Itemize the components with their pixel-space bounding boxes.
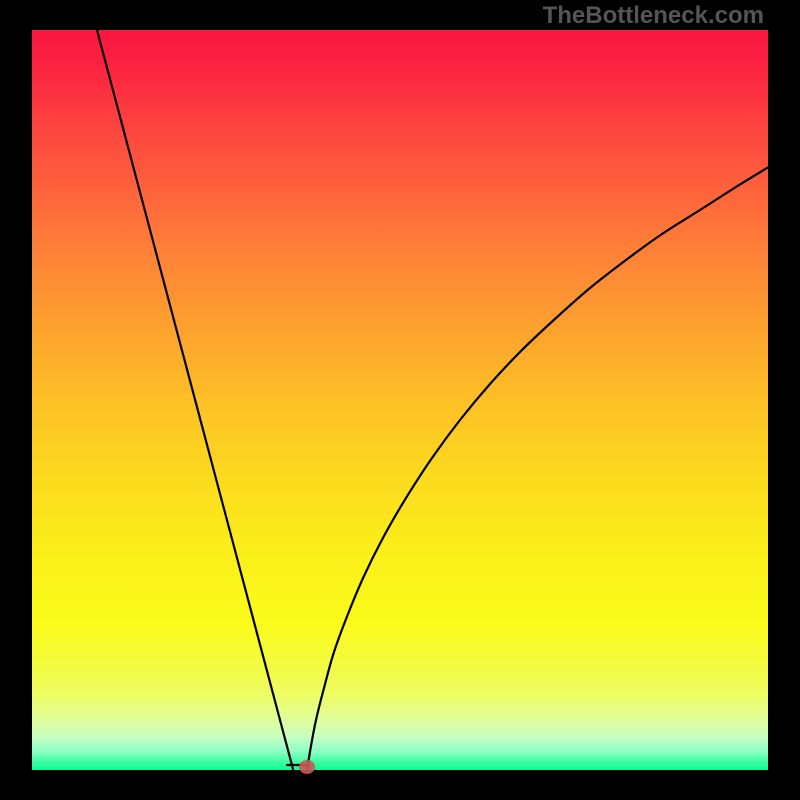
trough-marker-dot bbox=[299, 760, 315, 774]
watermark-text: TheBottleneck.com bbox=[543, 2, 764, 30]
chart-background-gradient bbox=[32, 30, 768, 770]
